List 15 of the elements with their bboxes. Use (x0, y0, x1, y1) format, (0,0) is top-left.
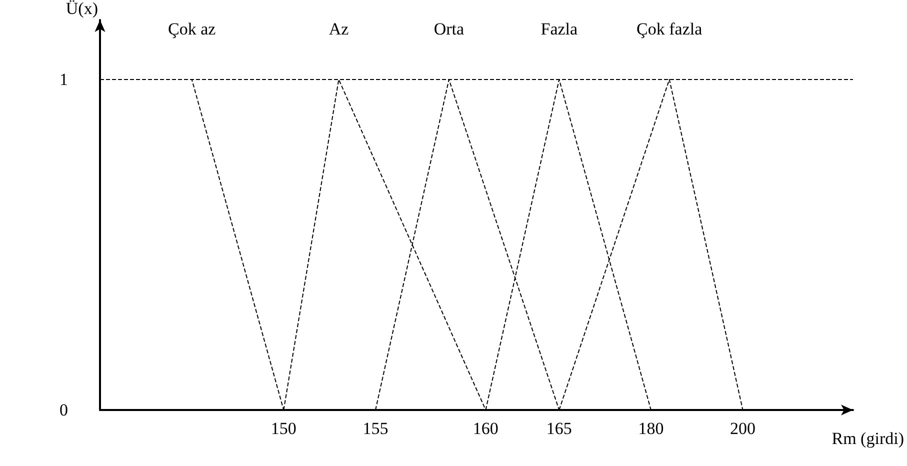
text: Fazla (540, 19, 578, 38)
text: Orta (434, 19, 465, 38)
x-tick-label: 150 (270, 419, 296, 438)
y-tick-label: 1 (60, 70, 68, 89)
y-axis-title: Ü(x) (66, 0, 98, 18)
x-axis-title: Rm (girdi) (832, 429, 904, 448)
text: Çok fazla (636, 19, 703, 38)
x-tick-label: 160 (472, 419, 498, 438)
x-tick-label: 165 (546, 419, 572, 438)
x-tick-label: 200 (730, 419, 756, 438)
text: Çok az (168, 19, 216, 38)
text: Az (328, 19, 350, 38)
y-tick-label: 0 (60, 400, 68, 420)
x-tick-label: 180 (638, 419, 664, 438)
x-tick-label: 155 (362, 419, 388, 438)
